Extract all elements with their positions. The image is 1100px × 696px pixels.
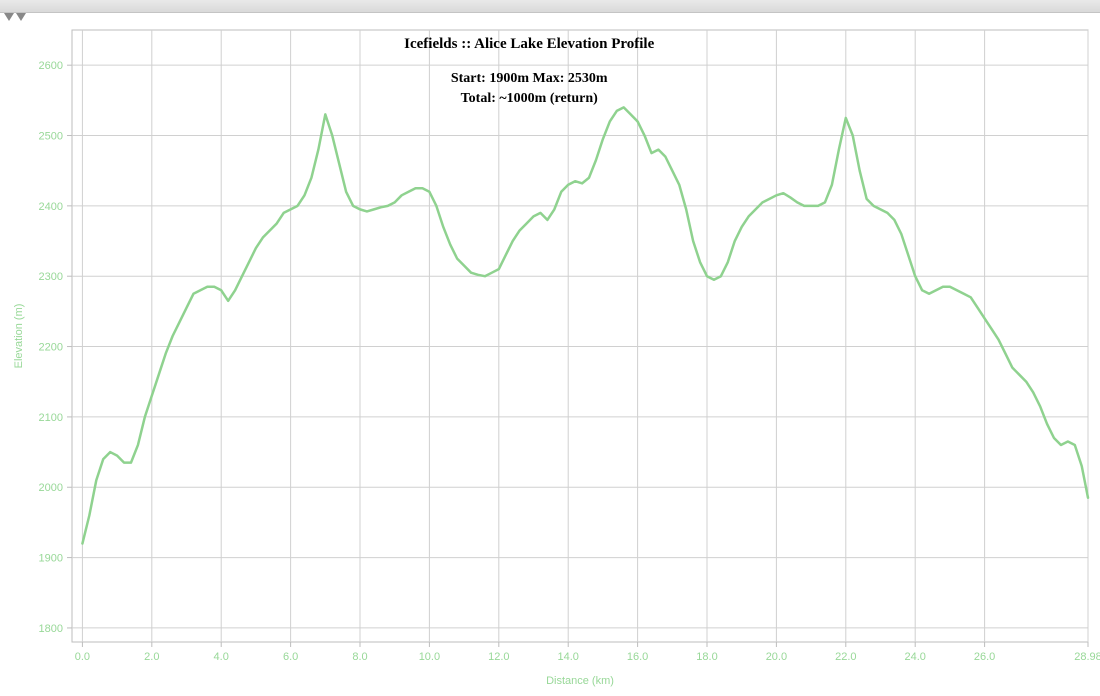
- svg-text:Distance (km): Distance (km): [546, 675, 614, 687]
- elevation-chart: 0.0 2.0 4.0 6.0 8.0 10.0 12.0 14.0 16.0 18.0 20.0 2…: [0, 22, 1100, 696]
- svg-text:14.0: 14.0: [557, 651, 578, 663]
- svg-text:20.0: 20.0: [766, 651, 787, 663]
- svg-text:6.0: 6.0: [283, 651, 298, 663]
- svg-text:8.0: 8.0: [352, 651, 367, 663]
- dropdown-icon[interactable]: [16, 13, 26, 21]
- svg-text:18.0: 18.0: [696, 651, 717, 663]
- svg-text:12.0: 12.0: [488, 651, 509, 663]
- chart-svg: 0.0 2.0 4.0 6.0 8.0 10.0 12.0 14.0 16.0 18.0 20.0 2…: [0, 22, 1100, 696]
- svg-text:Icefields :: Alice Lake Elevat: Icefields :: Alice Lake Elevation Profil…: [404, 36, 654, 52]
- svg-text:28.98: 28.98: [1074, 651, 1100, 663]
- svg-text:Start: 1900m Max: 2530m: Start: 1900m Max: 2530m: [451, 71, 608, 86]
- svg-text:2200: 2200: [39, 342, 63, 354]
- svg-text:2300: 2300: [39, 271, 63, 283]
- svg-text:2.0: 2.0: [144, 651, 159, 663]
- svg-text:10.0: 10.0: [419, 651, 440, 663]
- svg-text:2100: 2100: [39, 412, 63, 424]
- svg-text:2500: 2500: [39, 131, 63, 143]
- svg-text:Elevation (m): Elevation (m): [13, 304, 25, 369]
- svg-text:4.0: 4.0: [214, 651, 229, 663]
- svg-text:2600: 2600: [39, 60, 63, 72]
- svg-text:26.0: 26.0: [974, 651, 995, 663]
- svg-text:22.0: 22.0: [835, 651, 856, 663]
- svg-text:2400: 2400: [39, 201, 63, 213]
- svg-text:0.0: 0.0: [75, 651, 90, 663]
- svg-text:24.0: 24.0: [904, 651, 925, 663]
- svg-text:2000: 2000: [39, 482, 63, 494]
- svg-text:Total: ~1000m (return): Total: ~1000m (return): [461, 91, 598, 106]
- svg-text:16.0: 16.0: [627, 651, 648, 663]
- svg-text:1800: 1800: [39, 623, 63, 635]
- svg-text:1900: 1900: [39, 553, 63, 565]
- dropdown-icon[interactable]: [4, 13, 14, 21]
- window-titlebar: [0, 0, 1100, 13]
